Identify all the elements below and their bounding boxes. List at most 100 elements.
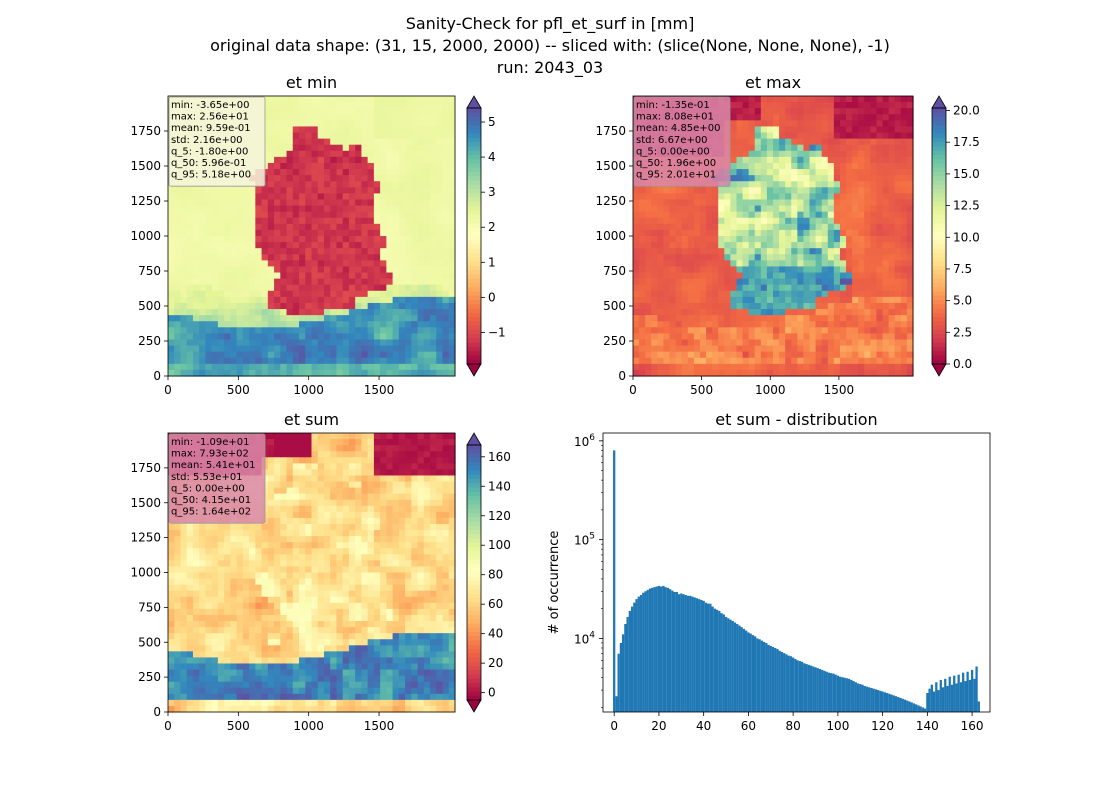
heatmap-cell — [205, 572, 213, 580]
heatmap-cell — [411, 175, 419, 182]
heatmap-cell — [192, 530, 200, 537]
heatmap-cell — [724, 351, 731, 359]
heatmap-cell — [311, 266, 319, 274]
heatmap-cell — [180, 590, 188, 598]
heatmap-cell — [174, 663, 182, 671]
heatmap-cell — [888, 236, 896, 243]
heatmap-cell — [292, 156, 300, 164]
heatmap-cell — [317, 363, 325, 371]
heatmap-cell — [712, 236, 719, 243]
heatmap-cell — [766, 205, 774, 213]
heatmap-cell — [657, 199, 665, 207]
heatmap-cell — [852, 254, 859, 261]
heatmap-cell — [693, 363, 701, 371]
heatmap-cell — [827, 327, 835, 334]
heatmap-cell — [736, 296, 744, 304]
heatmap-cell — [833, 162, 841, 170]
heatmap-cell — [706, 187, 713, 194]
heatmap-cell — [336, 266, 344, 274]
heatmap-cell — [742, 296, 750, 304]
heatmap-cell — [833, 223, 841, 231]
heatmap-cell — [417, 357, 425, 365]
heatmap-cell — [398, 108, 406, 115]
heatmap-cell — [280, 199, 288, 207]
heatmap-cell — [858, 296, 865, 304]
heatmap-cell — [292, 309, 300, 316]
heatmap-cell — [821, 339, 829, 347]
heatmap-cell — [261, 351, 269, 359]
heatmap-cell — [876, 169, 884, 176]
heatmap-cell — [858, 229, 865, 237]
heatmap-cell — [797, 138, 805, 146]
heatmap-cell — [398, 236, 406, 243]
heatmap-cell — [380, 175, 387, 182]
heatmap-cell — [736, 369, 744, 377]
heatmap-cell — [305, 272, 313, 280]
heatmap-cell — [211, 205, 219, 213]
heatmap-cell — [348, 272, 356, 280]
heatmap-cell — [230, 211, 238, 219]
heatmap-cell — [411, 296, 419, 304]
heatmap-cell — [174, 621, 182, 628]
heatmap-cell — [876, 126, 884, 134]
heatmap-cell — [180, 542, 188, 549]
heatmap-cell — [748, 339, 756, 347]
heatmap-cell — [809, 345, 817, 353]
heatmap-cell — [249, 242, 256, 249]
heatmap-cell — [199, 369, 207, 377]
heatmap-cell — [274, 272, 281, 280]
heatmap-cell — [833, 315, 841, 322]
heatmap-cell — [405, 309, 412, 316]
heatmap-cell — [330, 187, 338, 194]
heatmap-cell — [168, 566, 175, 574]
heatmap-cell — [852, 302, 859, 310]
heatmap-cell — [839, 266, 847, 274]
heatmap-cell — [211, 321, 219, 328]
heatmap-cell — [827, 211, 835, 219]
heatmap-cell — [180, 333, 188, 341]
heatmap-cell — [224, 699, 231, 707]
heatmap-cell — [174, 205, 182, 213]
heatmap-cell — [217, 315, 225, 322]
heatmap-cell — [211, 284, 219, 292]
heatmap-cell — [199, 217, 207, 225]
heatmap-cell — [894, 309, 902, 316]
heatmap-cell — [639, 223, 646, 231]
heatmap-cell — [858, 260, 865, 268]
heatmap-cell — [311, 162, 319, 170]
heatmap-cell — [280, 156, 288, 164]
heatmap-cell — [392, 260, 400, 268]
heatmap-cell — [192, 554, 200, 561]
heatmap-cell — [211, 254, 219, 261]
heatmap-cell — [699, 369, 707, 377]
heatmap-cell — [827, 217, 835, 225]
heatmap-cell — [742, 199, 750, 207]
heatmap-cell — [699, 211, 707, 219]
stats-line: min: -1.35e-01 — [636, 100, 710, 111]
heatmap-cell — [330, 229, 338, 237]
heatmap-cell — [675, 309, 683, 316]
heatmap-cell — [870, 102, 878, 109]
heatmap-cell — [821, 205, 829, 213]
heatmap-cell — [168, 669, 175, 677]
heatmap-cell — [846, 102, 853, 109]
heatmap-cell — [373, 96, 381, 103]
heatmap-cell — [858, 187, 865, 194]
heatmap-cell — [217, 205, 225, 213]
heatmap-cell — [168, 369, 175, 377]
heatmap-cell — [906, 114, 914, 121]
heatmap-cell — [292, 363, 300, 371]
heatmap-cell — [367, 284, 375, 292]
heatmap-cell — [230, 351, 238, 359]
heatmap-cell — [760, 278, 768, 286]
heatmap-cell — [411, 266, 419, 274]
heatmap-cell — [348, 260, 356, 268]
heatmap-cell — [342, 236, 350, 243]
heatmap-cell — [261, 254, 269, 261]
heatmap-cell — [224, 657, 231, 665]
heatmap-cell — [906, 108, 914, 115]
heatmap-cell — [876, 193, 884, 201]
heatmap-cell — [633, 272, 640, 280]
heatmap-cell — [224, 193, 231, 201]
heatmap-cell — [336, 363, 344, 371]
